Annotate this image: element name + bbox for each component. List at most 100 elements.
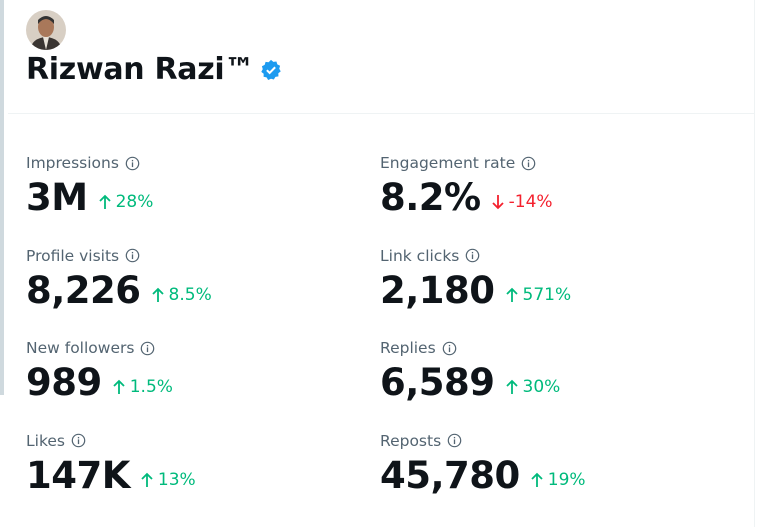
info-dot (131, 251, 134, 254)
metric-value-row: 8.2% -14% (380, 176, 553, 222)
metric-label: Replies (380, 339, 436, 357)
metric-label: Profile visits (26, 246, 120, 265)
arrow-up (505, 287, 518, 302)
info-icon[interactable] (71, 433, 86, 448)
info-circle (447, 433, 462, 448)
info-circle (141, 341, 155, 355)
metric-label: Likes (26, 431, 65, 450)
metric: Impressions 3M 28% (26, 150, 153, 222)
metric-change: 8.5% (151, 285, 212, 305)
info-dot (131, 159, 134, 161)
info-bar (528, 161, 530, 167)
metric-change: 30% (505, 377, 561, 397)
arrow-up (98, 194, 111, 209)
arrow-shape (113, 379, 125, 394)
info-bar (131, 254, 134, 260)
metric-label-row: Profile visits (26, 243, 212, 269)
info-circle (442, 341, 456, 355)
metric-value: 6,589 (380, 361, 495, 404)
avatar[interactable] (26, 10, 66, 50)
metric: Replies 6,589 30% (380, 335, 560, 407)
metric-value: 8.2% (380, 176, 481, 219)
info-icon[interactable] (465, 248, 480, 263)
arrow-shape (531, 472, 543, 487)
metric-change: 19% (530, 470, 586, 490)
metric-value-row: 6,589 30% (380, 361, 560, 407)
arrow-up (113, 379, 125, 394)
info-icon[interactable] (140, 341, 155, 356)
arrow-shape (141, 472, 153, 487)
metric-change-text: 28% (115, 192, 154, 212)
metric-change-text: 8.5% (168, 284, 212, 305)
arrow-shape (505, 379, 518, 394)
metric-change: 571% (505, 284, 572, 305)
info-dot (147, 344, 149, 346)
metric-label-row: Likes (26, 428, 196, 454)
arrow-down (491, 195, 504, 210)
info-icon[interactable] (447, 433, 462, 448)
metric-change: 28% (98, 192, 154, 212)
info-dot (454, 436, 456, 439)
separator (8, 113, 754, 114)
info-icon[interactable] (125, 248, 140, 263)
metric-change-text: 19% (547, 469, 586, 490)
arrow-shape (491, 195, 504, 210)
info-circle (125, 248, 140, 263)
info-icon[interactable] (521, 156, 536, 171)
metric-value-row: 989 1.5% (26, 361, 173, 407)
metric-change: -14% (491, 192, 553, 212)
metric-change-text: 13% (157, 469, 196, 490)
info-bar (147, 346, 149, 352)
info-bar (77, 439, 80, 445)
metric-change-text: -14% (508, 192, 553, 212)
metric-value: 989 (26, 361, 102, 404)
metric-value-row: 2,180 571% (380, 269, 571, 315)
info-bar (448, 346, 450, 352)
info-bar (131, 161, 134, 167)
analytics-card (6, 0, 755, 527)
side-strip (0, 0, 4, 395)
metric-label: New followers (26, 339, 135, 357)
info-circle (71, 433, 86, 448)
metric-value: 3M (26, 176, 88, 219)
info-icon[interactable] (125, 156, 140, 171)
info-dot (528, 159, 530, 161)
info-bar (472, 254, 474, 260)
metric-label-row: Impressions (26, 150, 153, 176)
arrow-shape (505, 287, 518, 302)
metric-change: 13% (140, 470, 196, 490)
metric-label-row: Link clicks (380, 243, 571, 269)
metric: Profile visits 8,226 8.5% (26, 243, 212, 315)
info-circle (125, 156, 140, 170)
info-dot (472, 251, 474, 254)
metric-label: Engagement rate (380, 154, 516, 172)
info-dot (448, 344, 450, 346)
metric: Likes 147K 13% (26, 428, 196, 500)
metric: Engagement rate 8.2% -14% (380, 150, 553, 222)
metric-value: 45,780 (380, 453, 520, 497)
metric-label-row: Engagement rate (380, 150, 553, 176)
metric-value: 147K (26, 453, 130, 497)
metric-change-text: 571% (522, 284, 572, 305)
metric-value-row: 3M 28% (26, 176, 153, 222)
metric-value: 8,226 (26, 268, 141, 312)
metric-label: Impressions (26, 154, 119, 172)
verified-badge (261, 59, 281, 80)
metric-label-row: Replies (380, 335, 560, 361)
metric-label-row: New followers (26, 335, 173, 361)
metric-label-row: Reposts (380, 428, 586, 454)
metric: Link clicks 2,180 571% (380, 243, 571, 315)
arrow-up (151, 287, 164, 302)
info-icon[interactable] (442, 341, 457, 356)
info-circle (521, 156, 536, 170)
metric-value-row: 147K 13% (26, 454, 196, 500)
arrow-up (505, 379, 518, 394)
arrow-up (531, 472, 543, 487)
metric-change-text: 1.5% (129, 377, 173, 397)
profile-name: Rizwan Razi™ (26, 52, 255, 87)
arrow-up (141, 472, 153, 487)
metric: Reposts 45,780 19% (380, 428, 586, 500)
metric-change-text: 30% (522, 377, 561, 397)
metric-value-row: 8,226 8.5% (26, 269, 212, 315)
